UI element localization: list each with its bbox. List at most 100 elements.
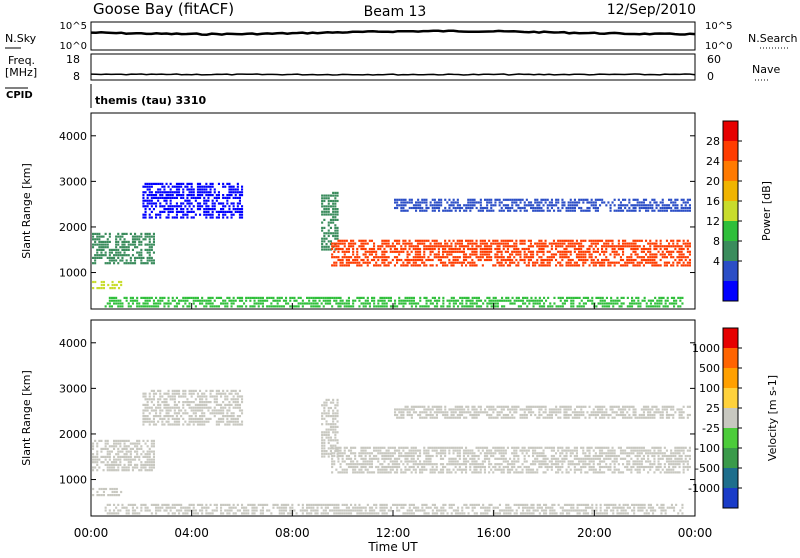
scatter-cell — [140, 244, 142, 246]
scatter-cell — [333, 245, 335, 247]
scatter-cell — [109, 302, 111, 304]
scatter-cell — [637, 305, 639, 307]
scatter-cell — [645, 460, 647, 462]
scatter-cell — [662, 253, 664, 255]
scatter-cell — [356, 297, 358, 299]
scatter-cell — [496, 463, 498, 465]
scatter-cell — [235, 208, 237, 210]
scatter-cell — [648, 305, 650, 307]
scatter-cell — [354, 471, 356, 473]
scatter-cell — [337, 431, 339, 433]
scatter-cell — [207, 297, 209, 299]
scatter-cell — [222, 412, 224, 414]
scatter-cell — [446, 245, 448, 247]
scatter-cell — [207, 186, 209, 188]
scatter-cell — [622, 259, 624, 261]
scatter-cell — [151, 200, 153, 202]
scatter-cell — [448, 460, 450, 462]
scatter-cell — [134, 259, 136, 261]
scatter-cell — [149, 257, 151, 259]
scatter-cell — [377, 302, 379, 304]
power-cbar-label: Power [dB] — [760, 181, 773, 241]
scatter-cell — [373, 455, 375, 457]
scatter-cell — [643, 245, 645, 247]
scatter-cell — [620, 245, 622, 247]
scatter-cell — [574, 469, 576, 471]
scatter-cell — [566, 450, 568, 452]
scatter-cell — [434, 297, 436, 299]
scatter-cell — [622, 245, 624, 247]
scatter-cell — [593, 251, 595, 253]
scatter-cell — [681, 455, 683, 457]
scatter-cell — [415, 240, 417, 242]
scatter-cell — [461, 447, 463, 449]
scatter-cell — [580, 199, 582, 201]
scatter-cell — [124, 252, 126, 254]
scatter-cell — [534, 471, 536, 473]
scatter-cell — [442, 463, 444, 465]
scatter-cell — [377, 300, 379, 302]
scatter-cell — [517, 264, 519, 266]
scatter-cell — [656, 207, 658, 209]
scatter-cell — [168, 390, 170, 392]
scatter-cell — [624, 452, 626, 454]
scatter-cell — [161, 194, 163, 196]
scatter-cell — [438, 411, 440, 413]
colorbar-tick-label: 8 — [713, 235, 720, 248]
scatter-cell — [157, 390, 159, 392]
scatter-cell — [203, 214, 205, 216]
scatter-cell — [348, 297, 350, 299]
scatter-cell — [480, 248, 482, 250]
scatter-cell — [545, 240, 547, 242]
scatter-cell — [189, 421, 191, 423]
scatter-cell — [639, 305, 641, 307]
scatter-cell — [434, 210, 436, 212]
scatter-cell — [417, 414, 419, 416]
scatter-cell — [203, 197, 205, 199]
scatter-cell — [369, 305, 371, 307]
scatter-cell — [505, 245, 507, 247]
scatter-cell — [524, 240, 526, 242]
scatter-cell — [453, 251, 455, 253]
scatter-cell — [155, 423, 157, 425]
scatter-cell — [386, 450, 388, 452]
scatter-cell — [145, 409, 147, 411]
scatter-cell — [178, 407, 180, 409]
scatter-cell — [440, 447, 442, 449]
scatter-cell — [226, 412, 228, 414]
scatter-cell — [440, 256, 442, 258]
scatter-cell — [473, 469, 475, 471]
scatter-cell — [599, 469, 601, 471]
scatter-cell — [216, 305, 218, 307]
scatter-cell — [195, 409, 197, 411]
scatter-cell — [679, 452, 681, 454]
scatter-cell — [453, 207, 455, 209]
scatter-cell — [501, 207, 503, 209]
scatter-cell — [618, 447, 620, 449]
scatter-cell — [94, 456, 96, 458]
scatter-cell — [664, 204, 666, 206]
scatter-cell — [365, 455, 367, 457]
scatter-cell — [543, 251, 545, 253]
scatter-cell — [363, 471, 365, 473]
scatter-cell — [142, 456, 144, 458]
scatter-cell — [436, 300, 438, 302]
scatter-cell — [113, 262, 115, 264]
scatter-cell — [373, 450, 375, 452]
scatter-cell — [334, 200, 336, 202]
scatter-cell — [323, 246, 325, 248]
scatter-cell — [151, 390, 153, 392]
scatter-cell — [332, 423, 334, 425]
scatter-cell — [405, 199, 407, 201]
scatter-cell — [332, 195, 334, 197]
scatter-cell — [176, 393, 178, 395]
scatter-cell — [390, 245, 392, 247]
scatter-cell — [220, 418, 222, 420]
scatter-cell — [540, 201, 542, 203]
scatter-cell — [570, 199, 572, 201]
scatter-cell — [411, 243, 413, 245]
scatter-cell — [538, 207, 540, 209]
scatter-cell — [486, 243, 488, 245]
scatter-cell — [342, 240, 344, 242]
scatter-cell — [392, 452, 394, 454]
